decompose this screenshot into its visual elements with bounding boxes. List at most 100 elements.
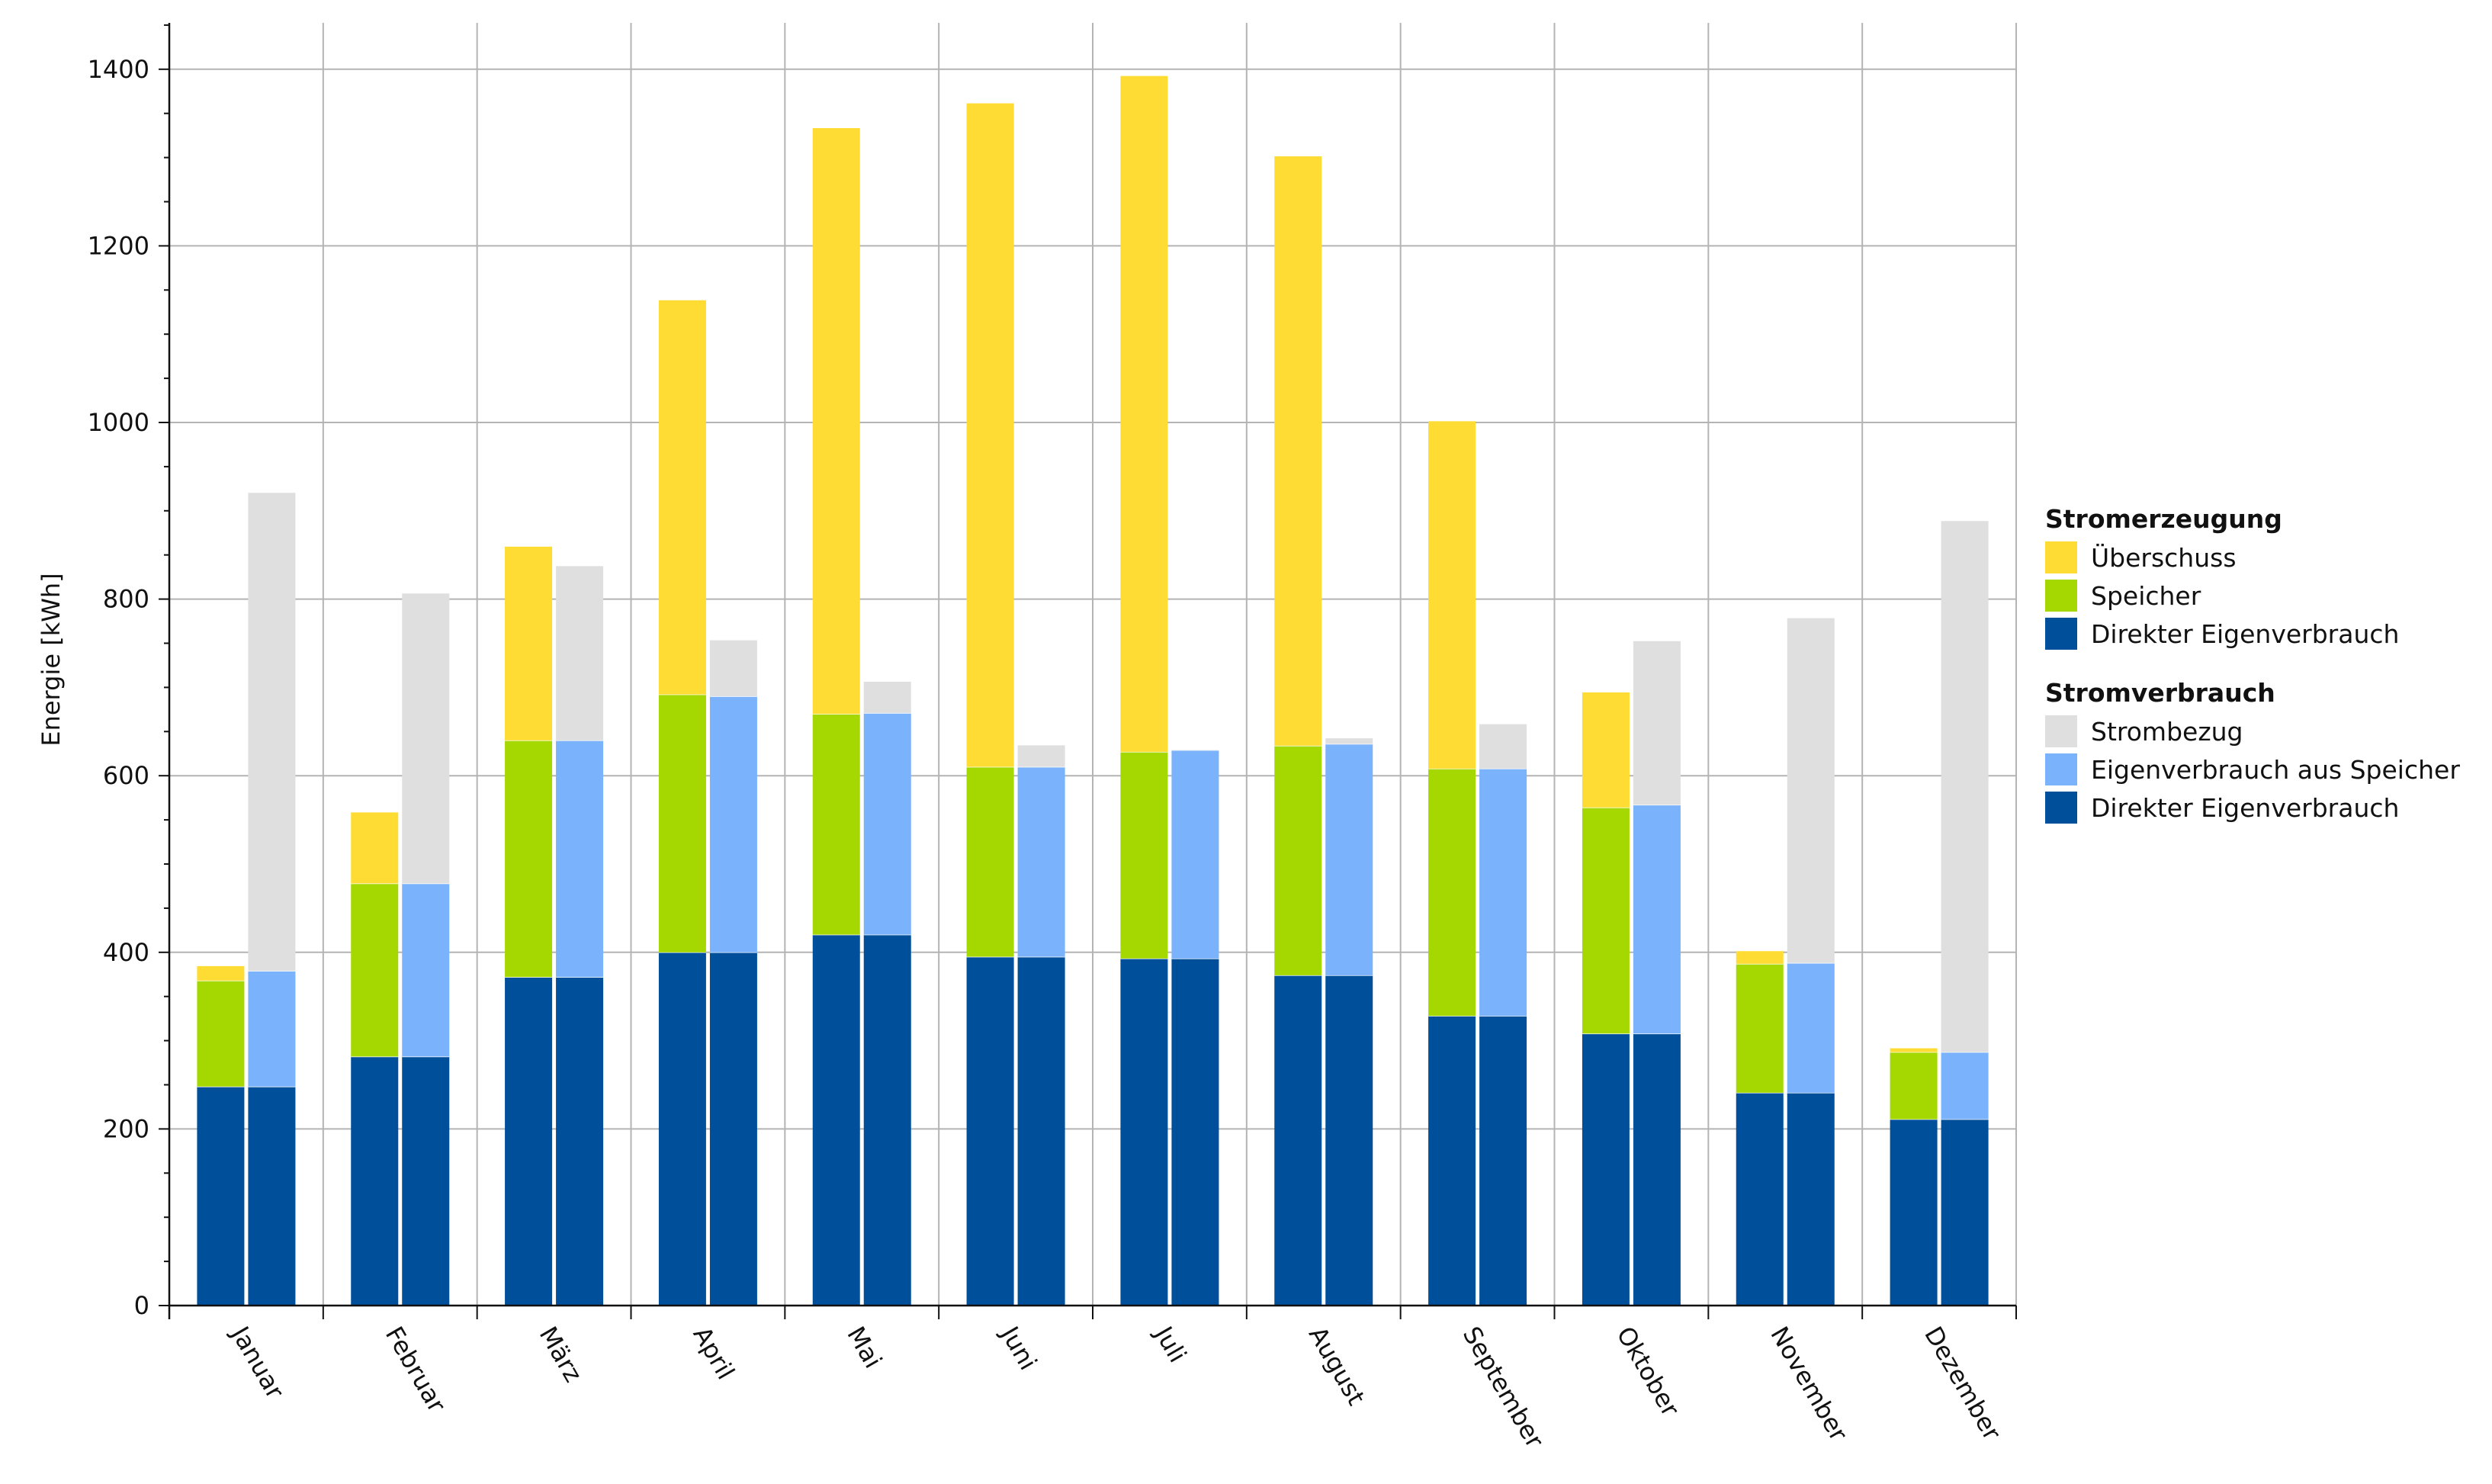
bar-segment xyxy=(248,971,296,1087)
bar-segment xyxy=(1017,744,1065,767)
bar-segment xyxy=(1428,768,1476,1017)
y-tick-label: 1400 xyxy=(88,55,149,84)
bar-segment xyxy=(1890,1052,1938,1119)
bar-segment xyxy=(1325,975,1373,1306)
bar-segment xyxy=(1890,1047,1938,1052)
bar-segment xyxy=(505,546,553,740)
bar-segment xyxy=(248,1086,296,1306)
bar-segment xyxy=(197,980,245,1087)
bar-segment xyxy=(966,956,1014,1306)
bar-segment xyxy=(1890,1119,1938,1306)
legend-title: Stromverbrauch xyxy=(2045,678,2275,708)
bar-segment xyxy=(1941,520,1989,1052)
bar-segment xyxy=(1736,1092,1784,1306)
bar-segment xyxy=(197,1086,245,1306)
legend-swatch xyxy=(2045,753,2077,785)
bar-segment xyxy=(351,811,399,884)
bar-segment xyxy=(1633,1033,1681,1306)
axes xyxy=(159,23,2017,1319)
legend-item: Eigenverbrauch aus Speicher xyxy=(2045,750,2460,789)
bar-segment xyxy=(1120,75,1168,752)
bar-segment xyxy=(1274,156,1322,746)
bar-segment xyxy=(812,127,860,715)
legend-item: Überschuss xyxy=(2045,538,2460,577)
x-tick-label: Juli xyxy=(1148,1320,1193,1367)
bar-segment xyxy=(505,977,553,1306)
bar-segment xyxy=(1941,1052,1989,1119)
bar-segment xyxy=(351,883,399,1057)
bar-segment xyxy=(709,952,757,1306)
legend-group-production: Stromerzeugung Überschuss Speicher Direk… xyxy=(2045,500,2460,653)
bar-segment xyxy=(1787,617,1835,963)
y-tick-label: 200 xyxy=(103,1114,149,1143)
bar-segment xyxy=(1787,962,1835,1093)
bar-segment xyxy=(1325,744,1373,975)
legend-item: Direkter Eigenverbrauch xyxy=(2045,615,2460,653)
bar-segment xyxy=(863,934,911,1306)
x-tick-label: Januar xyxy=(225,1320,291,1404)
bar-segment xyxy=(351,1056,399,1306)
x-tick-label: Dezember xyxy=(1919,1322,2007,1446)
legend-item: Direkter Eigenverbrauch xyxy=(2045,789,2460,827)
bar-segment xyxy=(402,883,450,1057)
bar-segment xyxy=(709,695,757,952)
bar-segment xyxy=(556,565,604,740)
bar-segment xyxy=(1120,751,1168,959)
legend-label: Speicher xyxy=(2091,580,2201,611)
legend-item: Strombezug xyxy=(2045,712,2460,750)
bar-segment xyxy=(1479,768,1527,1017)
legend-title: Stromerzeugung xyxy=(2045,504,2282,534)
legend-label: Eigenverbrauch aus Speicher xyxy=(2091,754,2460,785)
legend-group-consumption: Stromverbrauch Strombezug Eigenverbrauch… xyxy=(2045,674,2460,827)
bar-segment xyxy=(1633,641,1681,805)
bar-segment xyxy=(1582,692,1630,808)
bar-segment xyxy=(1171,958,1219,1306)
x-tick-label: September xyxy=(1457,1322,1550,1453)
legend-label: Strombezug xyxy=(2091,716,2243,747)
bar-segment xyxy=(1171,750,1219,959)
x-tick-label: Oktober xyxy=(1610,1322,1685,1421)
legend-swatch xyxy=(2045,541,2077,573)
y-tick-label: 1000 xyxy=(88,408,149,437)
y-tick-label: 800 xyxy=(103,585,149,614)
bar-segment xyxy=(1787,1092,1835,1306)
legend-item: Speicher xyxy=(2045,577,2460,615)
bar-segment xyxy=(658,694,706,952)
legend-swatch xyxy=(2045,580,2077,612)
bar-segment xyxy=(658,300,706,695)
bar-segment xyxy=(197,965,245,981)
bar-segment xyxy=(1428,420,1476,769)
x-tick-label: Februar xyxy=(380,1322,452,1418)
bar-segment xyxy=(863,681,911,713)
y-tick-label: 0 xyxy=(134,1291,149,1320)
bar-segment xyxy=(1736,963,1784,1093)
bar-segment xyxy=(1633,805,1681,1034)
chart-legend: Stromerzeugung Überschuss Speicher Direk… xyxy=(2045,500,2460,848)
bar-segment xyxy=(1582,807,1630,1034)
y-tick-label: 1200 xyxy=(88,231,149,260)
bar-segment xyxy=(1325,737,1373,744)
y-tick-label: 400 xyxy=(103,938,149,967)
bar-segment xyxy=(863,712,911,935)
y-axis-title: Energie [kWh] xyxy=(37,573,66,746)
y-tick-label: 600 xyxy=(103,761,149,790)
bar-segment xyxy=(248,492,296,972)
bar-segment xyxy=(966,102,1014,767)
bar-segment xyxy=(402,1056,450,1306)
legend-swatch xyxy=(2045,792,2077,824)
x-tick-label: November xyxy=(1765,1322,1854,1447)
bar-segment xyxy=(1120,958,1168,1306)
bar-segment xyxy=(1479,1016,1527,1306)
bar-segment xyxy=(1017,956,1065,1306)
bar-segment xyxy=(812,934,860,1306)
bar-segment xyxy=(1736,950,1784,964)
legend-label: Direkter Eigenverbrauch xyxy=(2091,618,2400,649)
legend-swatch xyxy=(2045,618,2077,650)
bar-segment xyxy=(1582,1033,1630,1306)
x-tick-label: Mai xyxy=(841,1322,888,1373)
bar-segment xyxy=(1479,723,1527,769)
bar-segment xyxy=(556,740,604,978)
x-tick-label: August xyxy=(1303,1322,1371,1410)
x-tick-label: April xyxy=(687,1322,740,1384)
